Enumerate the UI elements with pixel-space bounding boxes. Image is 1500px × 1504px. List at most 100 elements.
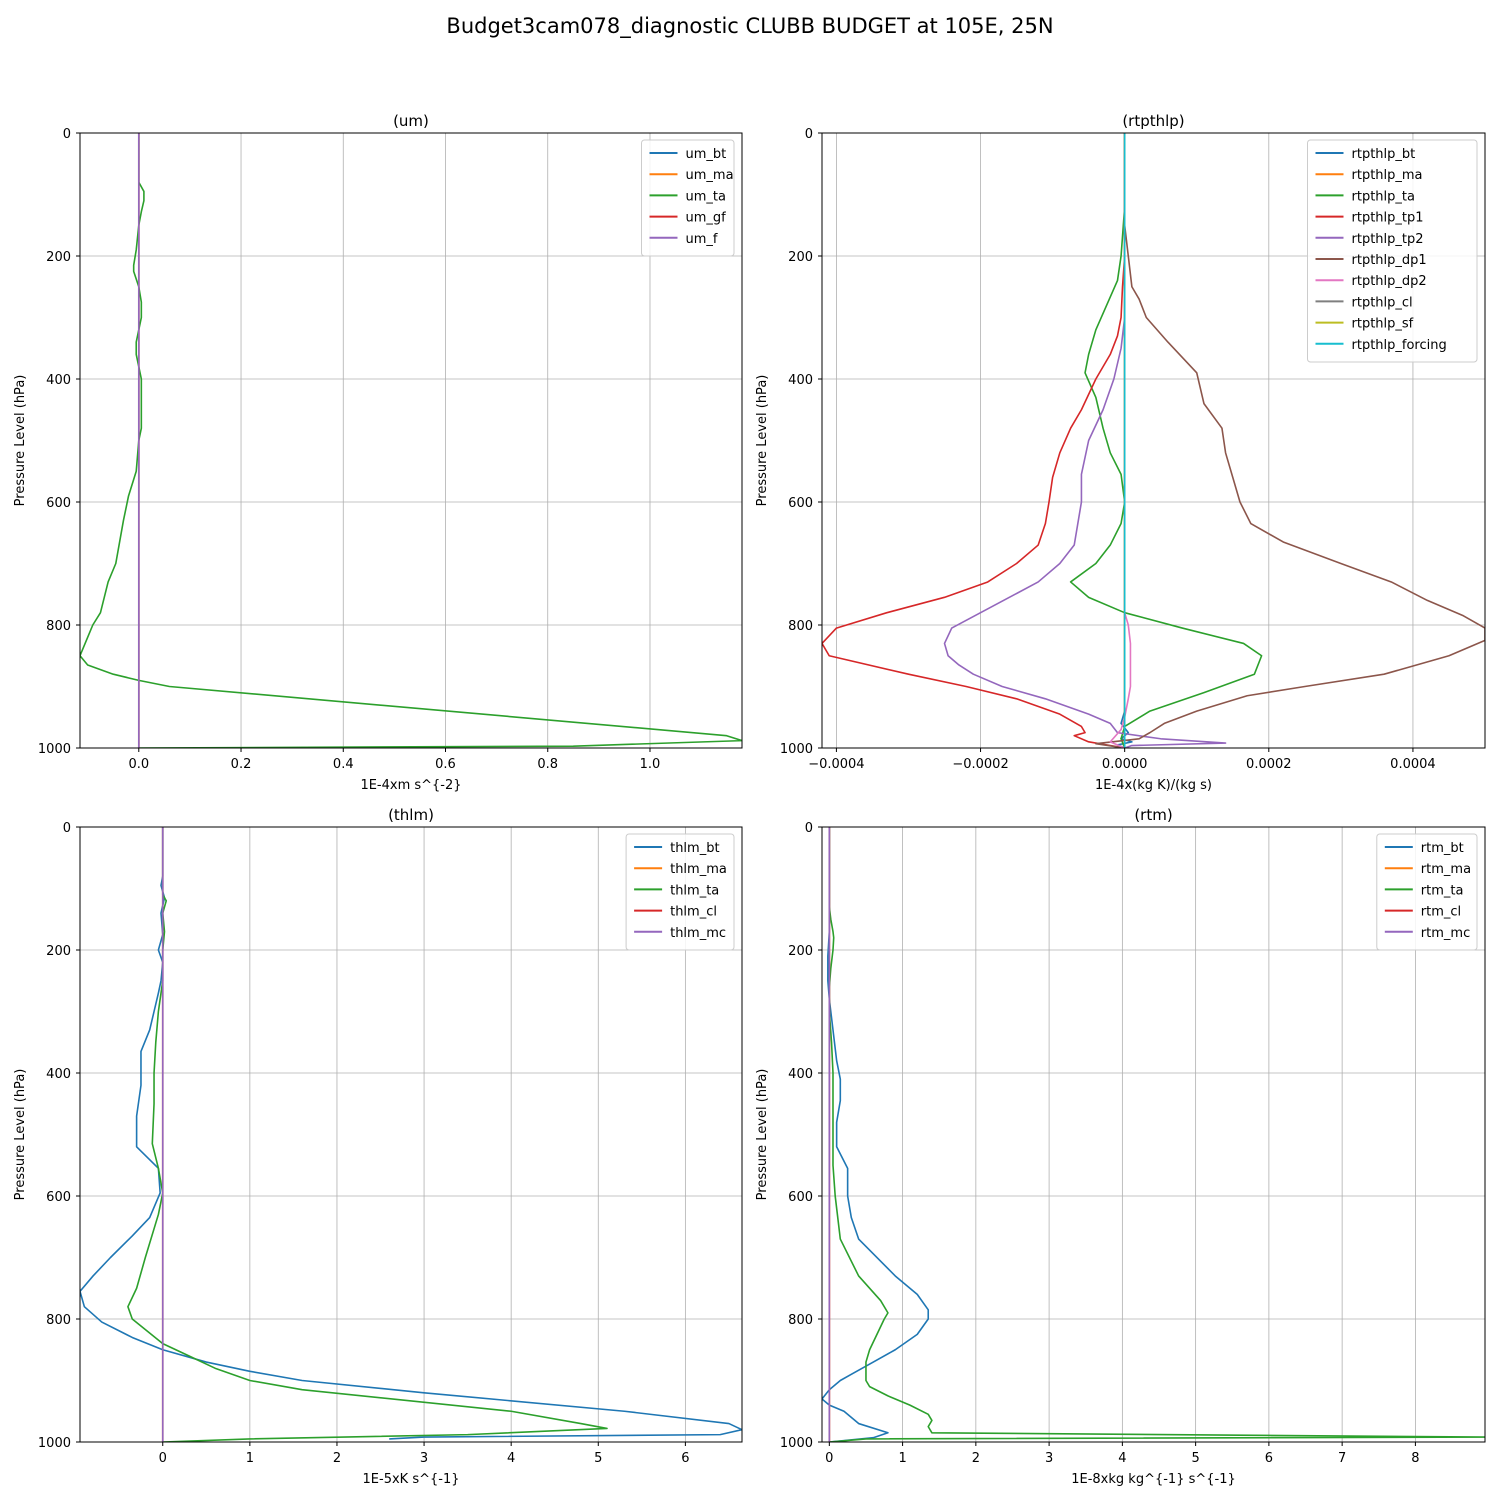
legend-label-um_gf: um_gf: [686, 211, 727, 226]
y-tick-label: 1000: [38, 742, 71, 757]
legend-label-rtpthlp_tp1: rtpthlp_tp1: [1352, 211, 1424, 226]
x-tick-label: −0.0004: [808, 757, 864, 772]
x-tick-label: 0.0002: [1246, 757, 1292, 772]
series-line-rtpthlp_tp2: [943, 133, 1227, 748]
y-tick-label: 800: [46, 619, 71, 634]
subplot-title: (rtpthlp): [1122, 112, 1184, 130]
legend: rtm_bt rtm_ma rtm_ta rtm_cl rtm_mc: [1376, 833, 1478, 951]
x-tick-label: 6: [681, 1451, 689, 1466]
y-tick-label: 1000: [780, 742, 813, 757]
legend-label-thlm_cl: thlm_cl: [670, 905, 717, 920]
figure-title: Budget3cam078_diagnostic CLUBB BUDGET at…: [446, 14, 1054, 38]
y-tick-label: 400: [788, 373, 813, 388]
x-tick-label: 2: [333, 1451, 341, 1466]
legend-label-rtpthlp_dp2: rtpthlp_dp2: [1352, 274, 1427, 289]
legend-label-rtm_bt: rtm_bt: [1421, 841, 1464, 856]
legend-box: [625, 833, 735, 951]
x-tick-label: 1: [898, 1451, 906, 1466]
y-tick-label: 200: [788, 944, 813, 959]
plot-frame: [821, 132, 1486, 749]
series-line-rtm_bt: [822, 827, 930, 1442]
x-axis-label: 1E-4xm s^{-2}: [360, 778, 461, 793]
x-tick-label: 1.0: [640, 757, 661, 772]
legend-label-rtpthlp_sf: rtpthlp_sf: [1352, 317, 1414, 332]
series-group: [822, 133, 1485, 748]
legend-label-rtpthlp_cl: rtpthlp_cl: [1352, 295, 1413, 310]
legend-label-thlm_ta: thlm_ta: [670, 883, 719, 898]
x-tick-label: 0.4: [333, 757, 354, 772]
series-line-thlm_bt: [80, 827, 742, 1440]
y-tick-label: 1000: [38, 1436, 71, 1451]
y-tick-label: 0: [805, 821, 813, 836]
legend-label-rtm_mc: rtm_mc: [1421, 926, 1470, 941]
x-tick-label: 0.0004: [1390, 757, 1436, 772]
legend-label-rtpthlp_ta: rtpthlp_ta: [1352, 189, 1415, 204]
x-axis-label: 1E-4x(kg K)/(kg s): [1095, 778, 1212, 793]
plot-frame: [79, 132, 743, 749]
y-tick-label: 600: [46, 496, 71, 511]
x-tick-label: 1: [246, 1451, 254, 1466]
legend-label-rtpthlp_dp1: rtpthlp_dp1: [1352, 253, 1427, 268]
legend-label-rtm_ma: rtm_ma: [1421, 862, 1471, 877]
series-line-rtm_ta: [828, 827, 1485, 1442]
x-tick-label: 0.8: [537, 757, 558, 772]
x-tick-label: −0.0002: [952, 757, 1008, 772]
subplot-title: (thlm): [388, 806, 434, 824]
y-tick-label: 0: [805, 127, 813, 142]
legend-label-thlm_ma: thlm_ma: [670, 862, 727, 877]
series-line-rtpthlp_tp1: [822, 133, 1126, 748]
x-tick-label: 6: [1265, 1451, 1273, 1466]
legend-label-rtpthlp_ma: rtpthlp_ma: [1352, 168, 1423, 183]
y-tick-label: 1000: [780, 1436, 813, 1451]
x-tick-label: 4: [507, 1451, 515, 1466]
legend-label-thlm_bt: thlm_bt: [670, 841, 719, 856]
subplot-title: (um): [393, 112, 429, 130]
subplot-title: (rtm): [1134, 806, 1172, 824]
y-tick-label: 800: [788, 619, 813, 634]
subplot-3: 0 1 2 3 4 5 6 0 200 400 600 800 1000 (thlm) 1E-5xK s^{…: [13, 806, 743, 1487]
x-tick-label: 4: [1118, 1451, 1126, 1466]
y-axis-label: Pressure Level (hPa): [755, 375, 770, 507]
x-axis-label: 1E-5xK s^{-1}: [363, 1472, 460, 1487]
y-axis-label: Pressure Level (hPa): [755, 1069, 770, 1201]
y-axis-label: Pressure Level (hPa): [13, 375, 28, 507]
legend-label-rtpthlp_tp2: rtpthlp_tp2: [1352, 232, 1424, 247]
x-tick-label: 0.0: [128, 757, 149, 772]
legend: um_bt um_ma um_ta um_gf um_f: [641, 139, 735, 257]
y-tick-label: 800: [46, 1313, 71, 1328]
legend: thlm_bt thlm_ma thlm_ta thlm_cl thlm_mc: [625, 833, 735, 951]
y-tick-label: 200: [788, 250, 813, 265]
legend-label-rtm_cl: rtm_cl: [1421, 905, 1461, 920]
x-tick-label: 8: [1411, 1451, 1419, 1466]
x-tick-label: 3: [1045, 1451, 1053, 1466]
y-tick-label: 600: [788, 496, 813, 511]
legend-label-rtm_ta: rtm_ta: [1421, 883, 1464, 898]
legend-label-rtpthlp_forcing: rtpthlp_forcing: [1352, 338, 1447, 353]
y-tick-label: 400: [46, 373, 71, 388]
legend-label-thlm_mc: thlm_mc: [670, 926, 726, 941]
legend-box: [641, 139, 735, 257]
x-tick-label: 0: [825, 1451, 833, 1466]
legend-label-um_ta: um_ta: [686, 189, 726, 204]
series-line-rtpthlp_ta: [1069, 133, 1263, 748]
x-tick-label: 7: [1338, 1451, 1346, 1466]
y-tick-label: 400: [46, 1067, 71, 1082]
legend-label-um_ma: um_ma: [686, 168, 734, 183]
y-tick-label: 400: [788, 1067, 813, 1082]
x-tick-label: 5: [1191, 1451, 1199, 1466]
y-tick-label: 600: [788, 1190, 813, 1205]
plot-frame: [79, 826, 743, 1443]
series-group: [80, 133, 742, 748]
x-tick-label: 0.2: [231, 757, 252, 772]
plot-frame: [821, 826, 1486, 1443]
x-tick-label: 0: [159, 1451, 167, 1466]
subplot-1: 0.0 0.2 0.4 0.6 0.8 1.0 0 200 400 600 800 1000 (um) 1…: [13, 112, 743, 793]
legend-box: [1307, 139, 1478, 363]
x-tick-label: 0.0000: [1102, 757, 1148, 772]
y-tick-label: 200: [46, 250, 71, 265]
legend-label-um_bt: um_bt: [686, 147, 727, 162]
legend-label-rtpthlp_bt: rtpthlp_bt: [1352, 147, 1416, 162]
legend: rtpthlp_bt rtpthlp_ma rtpthlp_ta rtpthlp_tp…: [1307, 139, 1478, 363]
